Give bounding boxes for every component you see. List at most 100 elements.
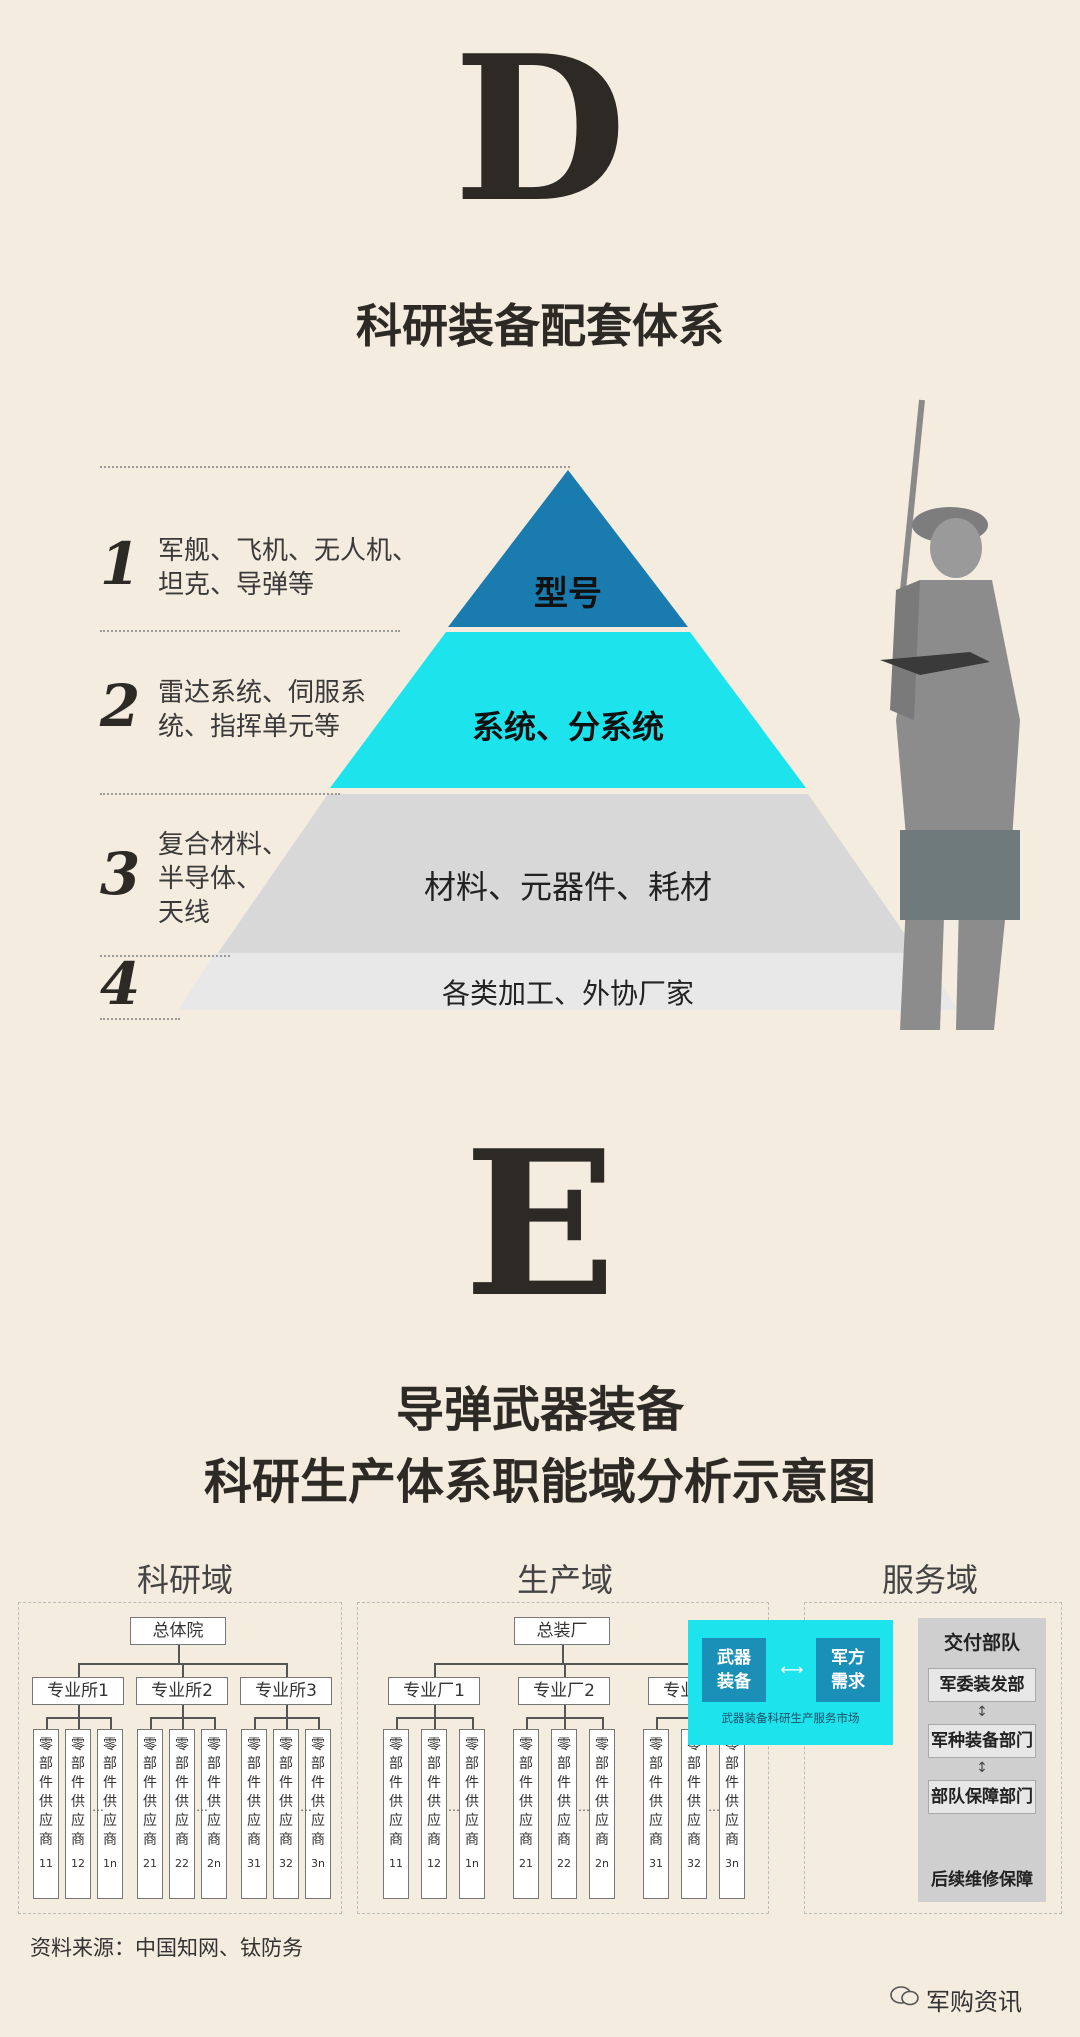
source-note: 资料来源：中国知网、钛防务 [30,1936,303,1960]
supplier-number: 32 [279,1857,293,1870]
supplier-char: 件 [595,1775,609,1791]
supplier-number: 12 [427,1857,441,1870]
supplier-number: 1n [465,1857,479,1870]
separator-3 [100,793,340,795]
tier-2-label: 系统、分系统 [471,708,664,746]
supplier-number: 21 [143,1857,157,1870]
supplier-char: 件 [39,1775,53,1791]
supplier-number: 32 [687,1857,701,1870]
supplier-number: 2n [207,1857,221,1870]
market-caption: 武器装备科研生产服务市场 [721,1711,860,1725]
supplier-char: 件 [207,1775,221,1791]
production-supplier-box: 零部件供应商 11 [383,1729,409,1899]
research-group-1-ellipsis: … [92,1800,104,1814]
supplier-char: 应 [207,1813,221,1829]
supplier-char: 应 [103,1813,117,1829]
research-top-node: 总体院 [130,1617,226,1645]
research-supplier-box: 零部件供应商 22 [169,1729,195,1899]
research-supplier-box: 零部件供应商 2n [201,1729,227,1899]
supplier-char: 部 [725,1756,739,1772]
tier-3-label: 材料、元器件、耗材 [423,868,712,906]
production-supplier-box: 零部件供应商 31 [643,1729,669,1899]
supplier-char: 供 [175,1794,189,1810]
supplier-char: 应 [389,1813,403,1829]
production-supplier-drop [526,1717,528,1729]
production-group-1-ellipsis: … [448,1800,460,1814]
supplier-char: 件 [247,1775,261,1791]
supplier-char: 应 [175,1813,189,1829]
supplier-char: 部 [427,1756,441,1772]
production-group-2: 专业厂2 [518,1677,610,1705]
supplier-char: 件 [311,1775,325,1791]
service-item-2: 军种装备部门 [928,1724,1036,1758]
soldier-silhouette [880,399,1020,1030]
supplier-char: 供 [279,1794,293,1810]
service-item-1: 军委装发部 [928,1668,1036,1702]
supplier-char: 件 [725,1775,739,1791]
row-4-number: 4 [99,950,141,1018]
supplier-char: 部 [103,1756,117,1772]
supplier-char: 部 [311,1756,325,1772]
market-demand-box: 军方 需求 [816,1638,880,1702]
supplier-char: 零 [389,1737,403,1753]
supplier-char: 供 [39,1794,53,1810]
supplier-char: 供 [247,1794,261,1810]
supplier-char: 部 [465,1756,479,1772]
supplier-char: 件 [71,1775,85,1791]
tier-1-label: 型号 [534,574,602,614]
production-supplier-drop [602,1717,604,1729]
supplier-char: 商 [311,1832,325,1848]
supplier-char: 应 [725,1813,739,1829]
row-1-desc-line-1: 军舰、飞机、无人机、 [158,536,419,566]
production-group-1-stem [434,1705,436,1717]
supplier-char: 零 [519,1737,533,1753]
supplier-char: 供 [687,1794,701,1810]
production-supplier-box: 零部件供应商 2n [589,1729,615,1899]
research-panel [18,1602,342,1914]
supplier-char: 商 [103,1832,117,1848]
supplier-char: 商 [175,1832,189,1848]
research-supplier-drop [318,1717,320,1729]
section-e-title-line-2: 科研生产体系职能域分析示意图 [203,1454,876,1510]
research-supplier-drop [46,1717,48,1729]
supplier-char: 供 [389,1794,403,1810]
supplier-char: 应 [247,1813,261,1829]
supplier-char: 零 [103,1737,117,1753]
supplier-char: 件 [427,1775,441,1791]
supplier-char: 供 [71,1794,85,1810]
supplier-char: 部 [143,1756,157,1772]
supplier-number: 11 [39,1857,53,1870]
supplier-char: 零 [465,1737,479,1753]
production-supplier-box: 零部件供应商 1n [459,1729,485,1899]
service-arrow-2: ↕ [976,1760,988,1776]
supplier-char: 供 [427,1794,441,1810]
row-3-number: 3 [99,840,141,908]
tier3-shape [218,794,918,953]
row-2-desc: 雷达系统、伺服系 统、指挥单元等 [158,676,366,744]
pyramid [178,470,958,1010]
supplier-char: 部 [39,1756,53,1772]
research-supplier-drop [150,1717,152,1729]
supplier-char: 应 [427,1813,441,1829]
production-group-2-drop [564,1663,566,1677]
supplier-char: 商 [557,1832,571,1848]
production-supplier-drop [656,1717,658,1729]
supplier-char: 商 [687,1832,701,1848]
supplier-char: 件 [103,1775,117,1791]
supplier-char: 零 [143,1737,157,1753]
production-supplier-box: 零部件供应商 12 [421,1729,447,1899]
supplier-char: 应 [519,1813,533,1829]
supplier-number: 21 [519,1857,533,1870]
production-stem [562,1645,564,1663]
research-supplier-box: 零部件供应商 21 [137,1729,163,1899]
row-3-desc-line-1: 复合材料、 [158,830,289,860]
supplier-char: 件 [519,1775,533,1791]
research-supplier-box: 零部件供应商 32 [273,1729,299,1899]
supplier-char: 供 [311,1794,325,1810]
supplier-number: 3n [311,1857,325,1870]
supplier-char: 应 [311,1813,325,1829]
production-supplier-drop [564,1717,566,1729]
production-supplier-box: 零部件供应商 32 [681,1729,707,1899]
supplier-char: 部 [175,1756,189,1772]
supplier-char: 商 [465,1832,479,1848]
